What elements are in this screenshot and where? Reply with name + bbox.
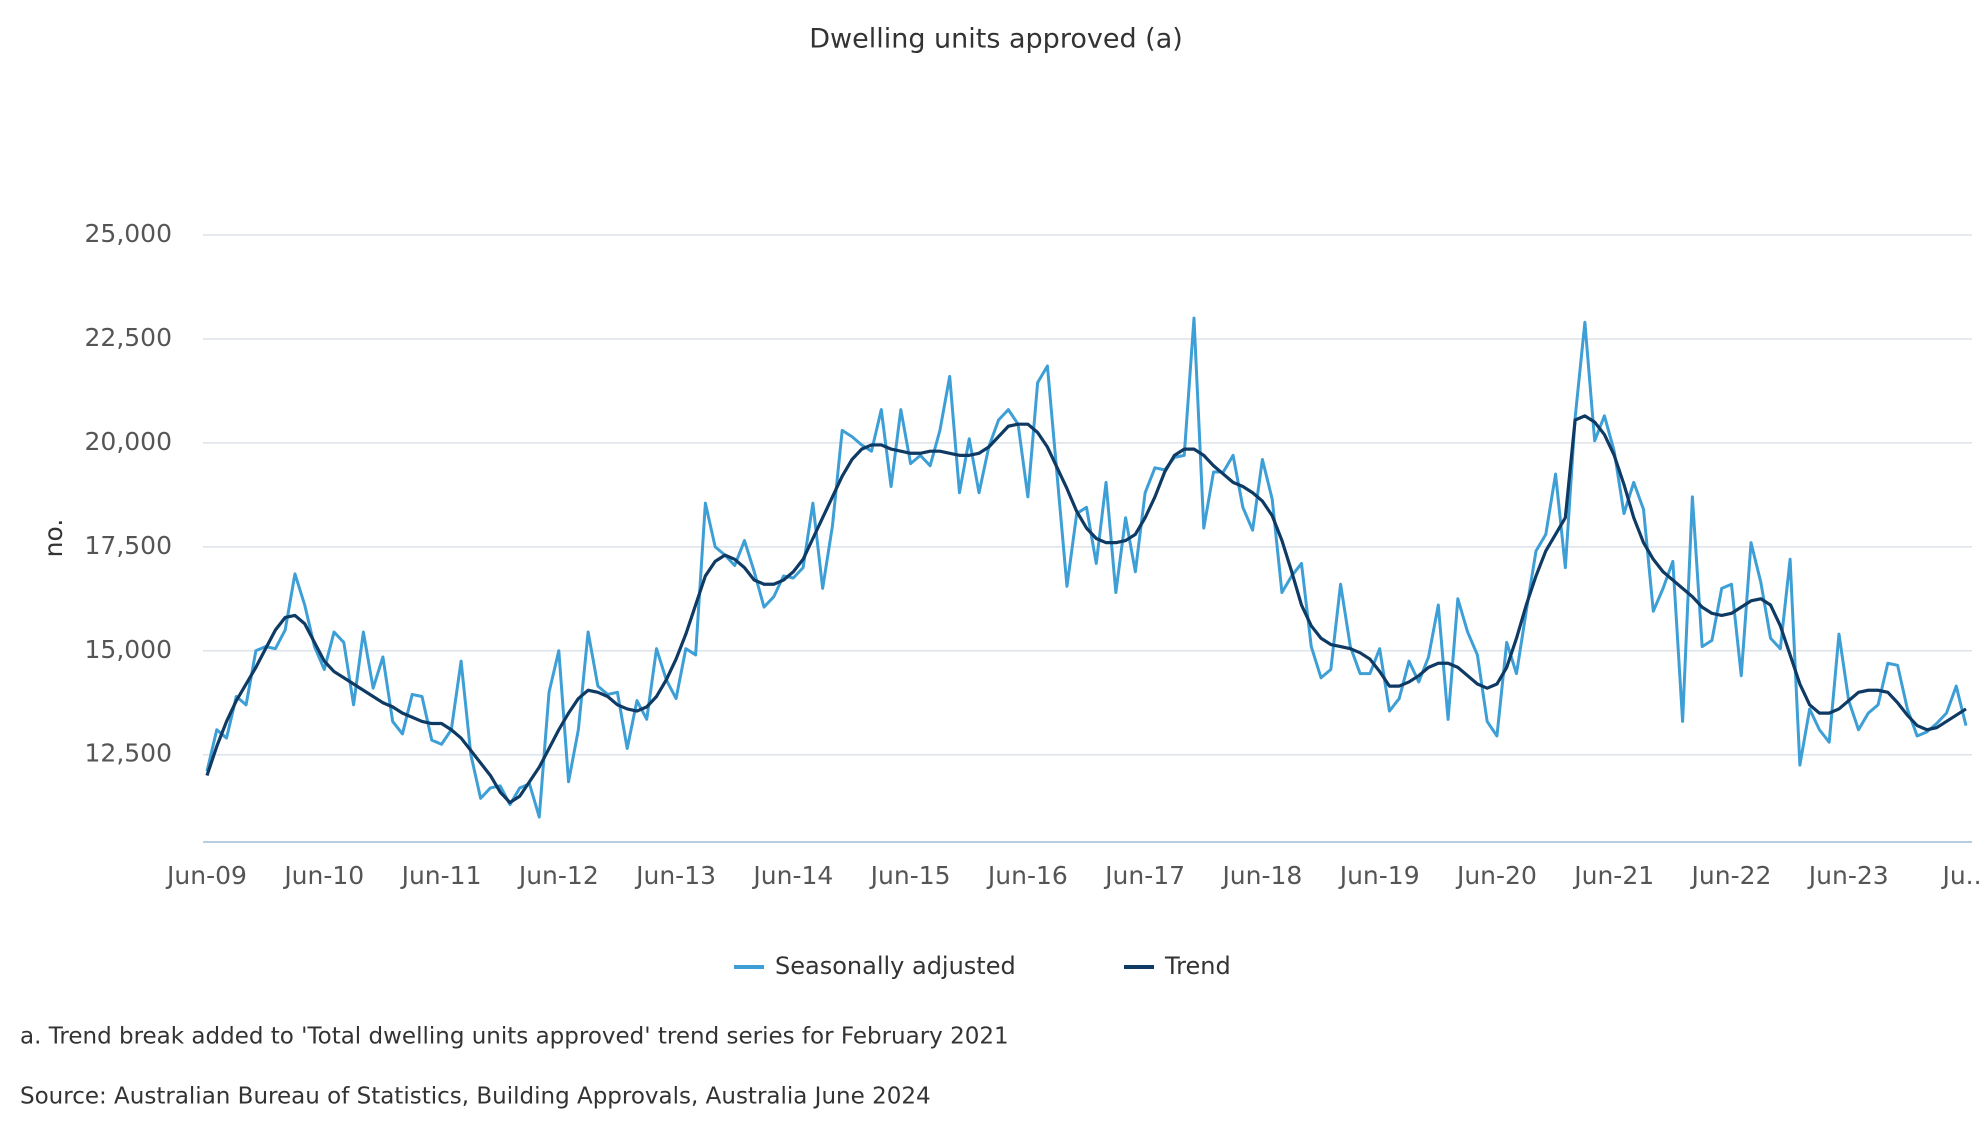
- x-tick-label: Jun-09: [165, 861, 247, 890]
- x-tick-label: Jun-14: [751, 861, 833, 890]
- source: Source: Australian Bureau of Statistics,…: [20, 1084, 931, 1110]
- x-tick-label: Ju...: [1940, 861, 1980, 890]
- y-tick-label: 22,500: [85, 323, 172, 352]
- y-axis-label: no.: [39, 519, 68, 558]
- y-tick-label: 17,500: [85, 531, 172, 560]
- x-tick-label: Jun-19: [1338, 861, 1420, 890]
- x-tick-label: Jun-23: [1807, 861, 1889, 890]
- footnote: a. Trend break added to 'Total dwelling …: [20, 1024, 1009, 1050]
- x-tick-label: Jun-17: [1103, 861, 1185, 890]
- legend-label: Seasonally adjusted: [775, 952, 1016, 980]
- x-tick-label: Jun-11: [400, 861, 482, 890]
- x-tick-label: Jun-21: [1572, 861, 1654, 890]
- chart-title: Dwelling units approved (a): [809, 24, 1183, 55]
- x-tick-label: Jun-10: [282, 861, 364, 890]
- x-tick-label: Jun-22: [1690, 861, 1772, 890]
- series-line: [205, 316, 1968, 819]
- x-tick-label: Jun-13: [634, 861, 716, 890]
- y-tick-label: 15,000: [85, 635, 172, 664]
- y-tick-label: 25,000: [85, 219, 172, 248]
- x-tick-label: Jun-20: [1455, 861, 1537, 890]
- y-tick-label: 12,500: [85, 739, 172, 768]
- y-tick-label: 20,000: [85, 427, 172, 456]
- x-tick-label: Jun-15: [869, 861, 951, 890]
- x-tick-label: Jun-12: [517, 861, 599, 890]
- legend-label: Trend: [1164, 952, 1231, 980]
- series-line: [205, 414, 1967, 805]
- x-tick-label: Jun-16: [986, 861, 1068, 890]
- x-tick-label: Jun-18: [1220, 861, 1302, 890]
